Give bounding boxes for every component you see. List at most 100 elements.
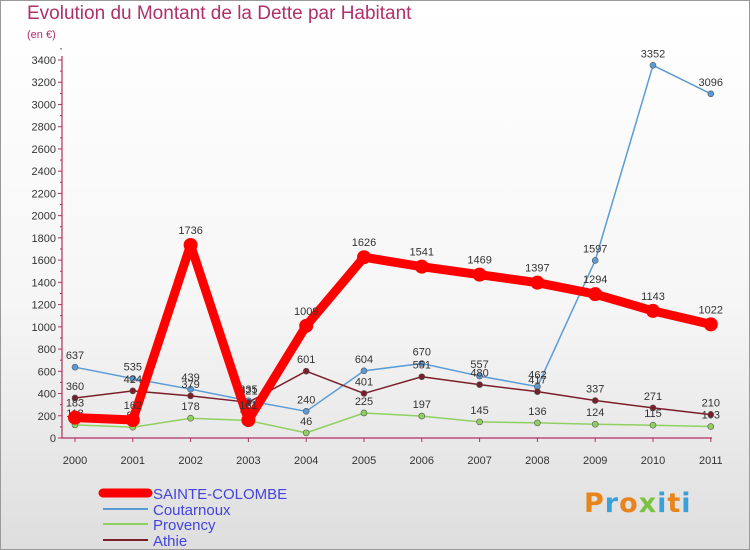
data-label: 240 bbox=[297, 394, 315, 406]
data-point bbox=[534, 419, 541, 427]
logo-letter: t bbox=[667, 488, 682, 519]
y-tick-label: 1800 bbox=[32, 233, 56, 245]
data-label: 210 bbox=[702, 398, 720, 410]
y-tick-label: 400 bbox=[38, 389, 56, 401]
logo-letter: r bbox=[604, 488, 620, 519]
logo-letter: i bbox=[681, 488, 692, 519]
y-tick-label: 600 bbox=[38, 366, 56, 378]
data-label: 379 bbox=[181, 379, 199, 391]
data-label: 183 bbox=[66, 398, 84, 410]
data-label: 670 bbox=[413, 347, 431, 359]
data-point bbox=[530, 275, 545, 290]
x-tick-label: 2000 bbox=[63, 455, 87, 467]
x-tick-label: 2011 bbox=[699, 455, 723, 467]
data-label: 637 bbox=[66, 350, 84, 362]
y-tick-label: 3400 bbox=[32, 55, 56, 67]
y-tick-label: 1000 bbox=[32, 322, 56, 334]
data-label: 604 bbox=[355, 354, 373, 366]
data-label: 162 bbox=[124, 400, 142, 412]
data-label: 178 bbox=[181, 401, 199, 413]
data-point bbox=[241, 413, 256, 428]
y-tick-label: 2000 bbox=[32, 211, 56, 223]
data-point bbox=[302, 429, 310, 437]
data-label: 1294 bbox=[583, 274, 607, 286]
legend-label: Coutarnoux bbox=[153, 502, 231, 519]
data-label: 3096 bbox=[699, 77, 723, 89]
data-label: 1009 bbox=[294, 306, 318, 318]
data-point bbox=[649, 62, 657, 69]
chart-title: Evolution du Montant de la Dette par Hab… bbox=[27, 3, 412, 24]
data-label: 271 bbox=[644, 391, 662, 403]
y-tick-label: 3200 bbox=[32, 77, 56, 89]
data-point bbox=[357, 250, 371, 265]
data-point bbox=[68, 410, 82, 425]
data-point bbox=[534, 388, 541, 395]
data-point bbox=[125, 412, 140, 427]
data-label: 439 bbox=[181, 372, 199, 384]
x-tick-label: 2010 bbox=[641, 455, 665, 467]
data-label: 161 bbox=[239, 400, 257, 412]
data-point bbox=[703, 317, 718, 332]
data-label: 462 bbox=[528, 370, 546, 382]
x-tick-label: 2006 bbox=[410, 455, 434, 467]
data-label: 1597 bbox=[583, 243, 607, 255]
data-label: 136 bbox=[528, 406, 546, 418]
data-label: 480 bbox=[470, 368, 488, 380]
data-point bbox=[187, 385, 194, 393]
data-point bbox=[187, 414, 194, 422]
data-label: 401 bbox=[355, 376, 373, 388]
data-point bbox=[707, 423, 715, 430]
data-point bbox=[418, 360, 426, 367]
data-point bbox=[71, 394, 79, 402]
data-point bbox=[707, 90, 715, 98]
series-line-athie bbox=[74, 370, 712, 416]
x-tick-label: 2004 bbox=[294, 455, 318, 467]
data-point bbox=[360, 390, 368, 397]
data-point bbox=[299, 318, 314, 333]
data-label: 145 bbox=[470, 405, 488, 417]
y-tick-label: 800 bbox=[38, 344, 56, 356]
series-line-sainte-colombe bbox=[70, 240, 716, 425]
data-label: 1022 bbox=[699, 304, 723, 316]
data-label: 3352 bbox=[641, 48, 665, 60]
x-tick-label: 2001 bbox=[121, 455, 145, 467]
data-point bbox=[418, 373, 426, 381]
series-line-provency bbox=[74, 412, 712, 434]
y-tick-label: 0 bbox=[50, 433, 56, 445]
x-tick-label: 2009 bbox=[583, 455, 607, 467]
data-label: 601 bbox=[297, 354, 315, 366]
logo-letter: P bbox=[584, 488, 605, 519]
x-tick-label: 2008 bbox=[525, 455, 549, 467]
data-point bbox=[476, 381, 483, 388]
legend-label: Athie bbox=[153, 533, 187, 550]
data-point bbox=[591, 397, 599, 404]
logo-letter: i bbox=[657, 488, 668, 519]
data-point bbox=[707, 411, 715, 418]
data-point bbox=[588, 287, 603, 302]
data-point bbox=[183, 237, 198, 252]
legend-label: SAINTE-COLOMBE bbox=[153, 486, 287, 503]
chart-unit: (en €) bbox=[27, 29, 56, 41]
data-label: 46 bbox=[300, 416, 312, 428]
data-point bbox=[302, 408, 310, 415]
data-label: 225 bbox=[355, 396, 373, 408]
data-label: 1736 bbox=[178, 225, 202, 237]
data-label: 1469 bbox=[467, 255, 491, 267]
data-point bbox=[71, 363, 79, 371]
data-point bbox=[129, 375, 137, 382]
y-tick-label: 200 bbox=[38, 411, 56, 423]
data-point bbox=[414, 259, 429, 274]
data-label: 1626 bbox=[352, 237, 376, 249]
x-tick-label: 2005 bbox=[352, 455, 376, 467]
data-label: 535 bbox=[124, 362, 142, 374]
data-label: 124 bbox=[586, 407, 604, 419]
x-tick-label: 2007 bbox=[467, 455, 491, 467]
logo-letter: x bbox=[638, 488, 658, 519]
data-point bbox=[129, 387, 137, 395]
data-point bbox=[646, 303, 660, 318]
data-label: 115 bbox=[644, 408, 662, 420]
data-point bbox=[591, 257, 599, 264]
data-point bbox=[591, 420, 599, 428]
